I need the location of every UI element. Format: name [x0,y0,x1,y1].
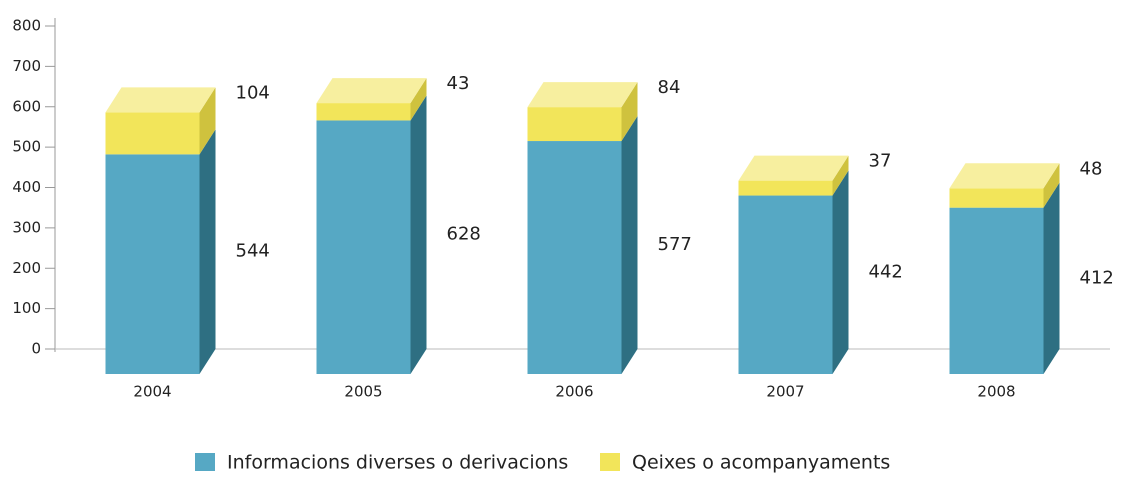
x-tick-label: 2007 [766,383,804,401]
x-tick-label: 2008 [977,383,1015,401]
y-tick-label: 100 [12,299,41,317]
bar-front [738,195,833,374]
x-tick-label: 2004 [133,383,171,401]
data-label: 43 [447,73,470,94]
bar-side [410,78,427,121]
bar-side [199,87,216,155]
legend-swatch [600,453,620,471]
bar-front [949,188,1044,208]
bar-front [316,120,411,374]
y-tick-label: 300 [12,218,41,236]
y-tick-label: 0 [31,340,41,358]
bar-side [1043,163,1060,208]
x-tick-label: 2006 [555,383,593,401]
y-tick-label: 400 [12,178,41,196]
bar-front [527,107,622,142]
bar-side [832,170,849,374]
data-label: 577 [658,234,692,255]
legend-label: Qeixes o acompanyaments [632,452,890,474]
legend-swatch [195,453,215,471]
y-tick-label: 600 [12,97,41,115]
y-tick-label: 800 [12,17,41,35]
x-tick-label: 2005 [344,383,382,401]
bar-front [105,112,200,155]
bar-side [410,95,427,374]
bar-side [621,82,638,142]
bar-side [1043,182,1060,374]
data-label: 104 [236,82,270,103]
bar-side [621,116,638,374]
bar-top [105,87,216,113]
bar-front [316,103,411,121]
legend-label: Informacions diverses o derivacions [227,452,568,474]
data-label: 442 [869,261,903,282]
data-label: 544 [236,241,270,262]
bar-top [738,155,849,181]
data-label: 628 [447,224,481,245]
bar-front [738,180,833,196]
y-tick-label: 500 [12,138,41,156]
y-tick-label: 200 [12,259,41,277]
bar-top [316,78,427,104]
data-label: 48 [1080,158,1103,179]
data-label: 412 [1080,267,1114,288]
bar-side [199,129,216,374]
y-tick-label: 700 [12,57,41,75]
data-label: 37 [869,151,892,172]
bar-top [527,82,638,108]
bar-front [105,154,200,374]
bar-front [527,141,622,374]
data-label: 84 [658,77,681,98]
bar-top [949,163,1060,189]
bar-front [949,207,1044,374]
bar-side [832,155,849,196]
